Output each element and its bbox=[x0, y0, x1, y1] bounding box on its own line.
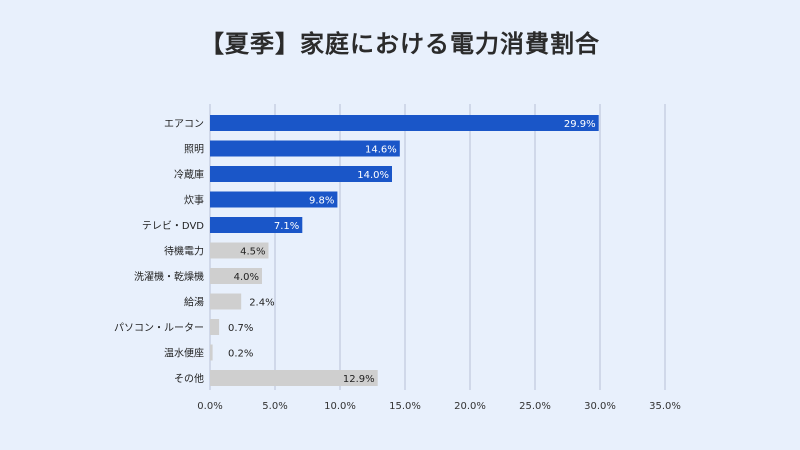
data-label: 4.5% bbox=[240, 247, 265, 258]
data-label: 29.9% bbox=[564, 119, 596, 130]
data-label: 2.4% bbox=[249, 298, 274, 309]
data-label: 14.0% bbox=[357, 170, 389, 181]
bar bbox=[210, 191, 338, 208]
category-label: 給湯 bbox=[184, 296, 204, 309]
category-label: 冷蔵庫 bbox=[174, 168, 204, 181]
category-label: 洗濯機・乾燥機 bbox=[134, 270, 204, 283]
data-label: 4.0% bbox=[234, 272, 259, 283]
category-label: 照明 bbox=[184, 144, 204, 156]
data-label: 9.8% bbox=[309, 196, 334, 207]
bar bbox=[210, 166, 392, 182]
x-tick-label: 5.0% bbox=[262, 401, 287, 412]
x-tick-label: 10.0% bbox=[324, 401, 356, 412]
x-tick-label: 35.0% bbox=[649, 401, 681, 412]
x-tick-label: 15.0% bbox=[389, 401, 421, 412]
bar bbox=[210, 319, 220, 335]
bar bbox=[210, 370, 378, 386]
x-tick-label: 30.0% bbox=[584, 401, 616, 412]
bar bbox=[210, 268, 262, 284]
data-label: 0.7% bbox=[228, 323, 253, 334]
category-label: 温水便座 bbox=[164, 347, 204, 360]
category-label: 待機電力 bbox=[164, 245, 204, 258]
category-label: エアコン bbox=[164, 119, 204, 130]
data-label: 14.6% bbox=[365, 145, 397, 156]
category-label: パソコン・ルーター bbox=[114, 322, 204, 334]
x-tick-label: 25.0% bbox=[519, 401, 551, 412]
category-label: テレビ・DVD bbox=[142, 220, 204, 232]
category-label: その他 bbox=[174, 372, 204, 385]
bar bbox=[210, 242, 269, 259]
bar bbox=[210, 344, 213, 361]
category-label: 炊事 bbox=[184, 194, 204, 207]
bar bbox=[210, 115, 599, 131]
chart-title: 【夏季】家庭における電力消費割合 bbox=[200, 30, 600, 58]
bar bbox=[210, 217, 303, 233]
x-tick-label: 20.0% bbox=[454, 401, 486, 412]
bar bbox=[210, 293, 242, 310]
data-label: 12.9% bbox=[343, 374, 375, 385]
bar bbox=[210, 140, 400, 157]
data-label: 0.2% bbox=[228, 349, 253, 360]
x-tick-label: 0.0% bbox=[197, 401, 222, 412]
data-label: 7.1% bbox=[274, 221, 299, 232]
